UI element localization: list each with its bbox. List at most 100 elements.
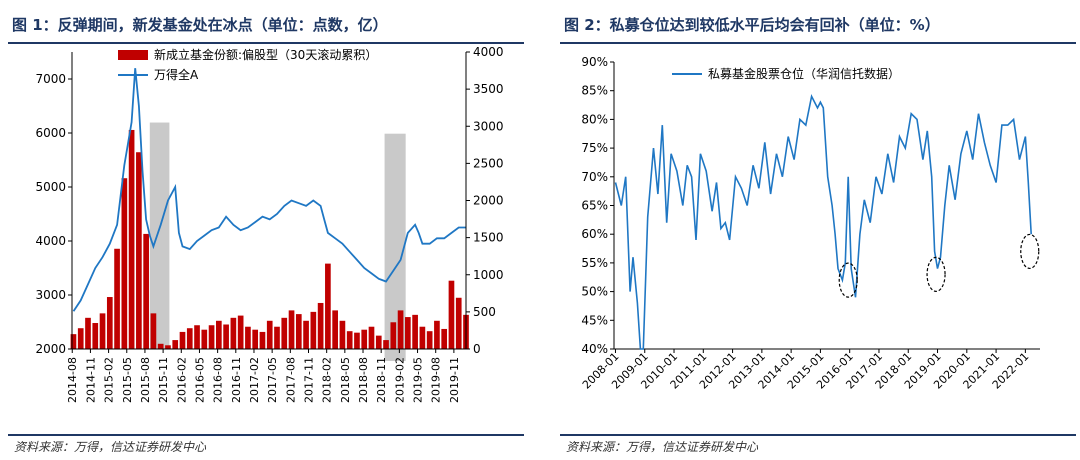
y-tick-label: 80% <box>581 112 608 126</box>
x-tick-label: 2016-11 <box>230 357 243 403</box>
bar-new-fund-share <box>201 329 208 349</box>
x-tick-label: 2017-05 <box>266 357 279 403</box>
chart-private-position: 40%45%50%55%60%65%70%75%80%85%90%2008-01… <box>580 55 1040 392</box>
x-tick-label: 2018-08 <box>357 357 370 403</box>
right-tick-label: 2500 <box>473 156 504 170</box>
bar-new-fund-share <box>448 280 455 349</box>
y-tick-label: 75% <box>581 141 608 155</box>
circled-low-marker <box>926 256 946 292</box>
bar-new-fund-share <box>99 313 106 349</box>
bar-new-fund-share <box>186 328 193 349</box>
line-private-position <box>614 94 1032 350</box>
x-tick-label: 2019-08 <box>430 357 443 403</box>
bar-new-fund-share <box>165 345 171 349</box>
bar-new-fund-share <box>383 340 389 349</box>
bar-new-fund-share <box>412 314 418 349</box>
bar-new-fund-share <box>361 329 368 349</box>
bar-new-fund-share <box>317 302 324 349</box>
legend-label-bar: 新成立基金份额:偏股型（30天滚动累积） <box>154 47 377 62</box>
bar-new-fund-share <box>419 326 426 349</box>
y-tick-label: 50% <box>581 285 608 299</box>
bar-new-fund-share <box>281 317 288 349</box>
left-tick-label: 6000 <box>35 126 66 140</box>
x-tick-label: 2015-11 <box>157 357 170 403</box>
bar-new-fund-share <box>128 129 135 349</box>
bar-new-fund-share <box>441 328 448 349</box>
left-tick-label: 7000 <box>35 72 66 86</box>
bar-new-fund-share <box>150 313 157 349</box>
bar-new-fund-share <box>252 329 259 349</box>
bar-new-fund-share <box>136 152 142 349</box>
bar-new-fund-share <box>390 322 397 349</box>
bar-new-fund-share <box>332 310 338 349</box>
x-tick-label: 2019-05 <box>412 357 425 403</box>
shaded-period <box>149 122 170 349</box>
bar-new-fund-share <box>259 331 266 349</box>
bar-new-fund-share <box>375 335 382 349</box>
x-tick-label: 2018-11 <box>375 357 388 403</box>
bar-new-fund-share <box>208 325 215 349</box>
y-tick-label: 85% <box>581 84 608 98</box>
circled-low-marker <box>838 262 858 298</box>
left-tick-label: 2000 <box>35 342 66 356</box>
bar-new-fund-share <box>223 324 229 349</box>
bar-new-fund-share <box>157 343 164 349</box>
chart-fund-issuance: 2000 3000 4000 5000 6000 7000 0 500 1000 1500 2000… <box>35 45 504 403</box>
right-tick-label: 1500 <box>473 231 504 245</box>
x-tick-label: 2017-02 <box>248 357 261 403</box>
chart-title-2: 图 2：私募仓位达到较低水平后均会有回补（单位：%） <box>564 16 940 34</box>
bar-new-fund-share <box>237 315 244 349</box>
circled-low-marker <box>1020 233 1040 270</box>
bar-new-fund-share <box>121 178 128 349</box>
bar-new-fund-share <box>397 310 404 349</box>
line-wind-all-a <box>72 68 466 312</box>
bar-new-fund-share <box>368 326 375 349</box>
bar-new-fund-share <box>106 297 113 349</box>
bar-new-fund-share <box>179 331 186 349</box>
right-tick-label: 2000 <box>473 194 504 208</box>
source-note-2: 资料来源：万得，信达证券研发中心 <box>566 440 759 454</box>
source-note-1: 资料来源：万得，信达证券研发中心 <box>14 440 207 454</box>
chart-panel-private-position: 图 2：私募仓位达到较低水平后均会有回补（单位：%） 40% 45% 50% 55% 6… <box>552 0 1080 460</box>
right-tick-label: 1000 <box>473 268 504 282</box>
chart-title-1: 图 1：反弹期间，新发基金处在冰点（单位：点数，亿） <box>12 16 388 34</box>
right-tick-label: 4000 <box>473 45 504 59</box>
bar-new-fund-share <box>346 331 353 349</box>
right-tick-label: 500 <box>473 305 496 319</box>
x-tick-label: 2018-05 <box>339 357 352 403</box>
bar-new-fund-share <box>310 311 317 349</box>
y-tick-label: 40% <box>581 342 608 356</box>
x-tick-label: 2019-11 <box>448 357 461 403</box>
bar-new-fund-share <box>92 323 99 349</box>
bar-new-fund-share <box>405 317 411 349</box>
y-tick-label: 60% <box>581 227 608 241</box>
bar-new-fund-share <box>274 326 280 349</box>
bar-new-fund-share <box>172 340 179 349</box>
bar-new-fund-share <box>143 233 149 349</box>
bar-new-fund-share <box>194 325 200 349</box>
chart-panel-fund-issuance: 图 1：反弹期间，新发基金处在冰点（单位：点数，亿） 2000 3000 4000 5… <box>0 0 528 460</box>
bar-new-fund-share <box>230 317 237 349</box>
legend-label-line: 私募基金股票仓位（华润信托数据） <box>708 66 900 81</box>
right-tick-label: 3500 <box>473 82 504 96</box>
bar-new-fund-share <box>434 320 440 349</box>
x-tick-label: 2019-02 <box>393 357 406 403</box>
x-tick-label: 2015-05 <box>121 357 134 403</box>
y-tick-label: 55% <box>581 256 608 270</box>
bar-new-fund-share <box>325 263 331 349</box>
bar-new-fund-share <box>288 310 295 349</box>
y-tick-label: 90% <box>581 55 608 69</box>
bar-new-fund-share <box>426 331 433 349</box>
x-tick-label: 2014-08 <box>66 357 79 403</box>
y-tick-label: 65% <box>581 199 608 213</box>
x-tick-label: 2016-05 <box>193 357 206 403</box>
x-tick-label: 2015-08 <box>139 357 152 403</box>
y-tick-label: 70% <box>581 170 608 184</box>
source-rule-2 <box>560 434 1076 436</box>
bar-new-fund-share <box>455 297 462 349</box>
bar-new-fund-share <box>216 320 222 349</box>
bar-new-fund-share <box>266 320 273 349</box>
bar-new-fund-share <box>339 320 346 349</box>
x-tick-label: 2018-02 <box>321 357 334 403</box>
left-tick-label: 3000 <box>35 288 66 302</box>
